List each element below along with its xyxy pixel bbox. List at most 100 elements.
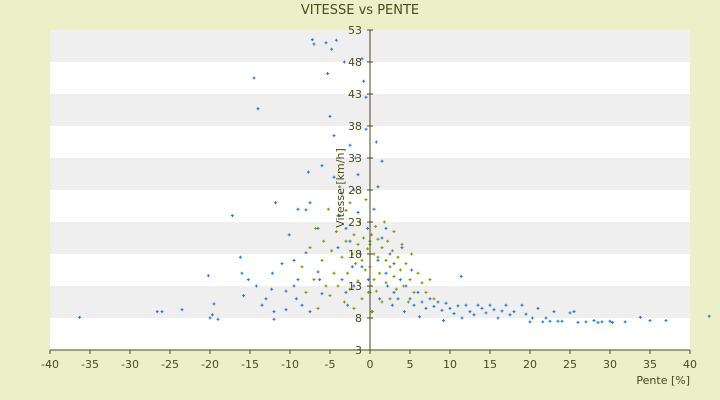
- data-point: [358, 220, 362, 224]
- data-point: [541, 320, 545, 324]
- data-point: [524, 312, 528, 316]
- data-point: [416, 290, 420, 294]
- x-tick-label: -30: [121, 358, 139, 371]
- data-point: [240, 271, 244, 275]
- data-point: [362, 236, 366, 240]
- data-point: [348, 239, 352, 243]
- x-tick-label: -15: [241, 358, 259, 371]
- data-point: [548, 319, 552, 323]
- data-point: [448, 306, 452, 310]
- data-point: [354, 156, 358, 160]
- data-point: [488, 303, 492, 307]
- data-point: [508, 313, 512, 317]
- data-point: [352, 188, 356, 192]
- data-point: [352, 306, 356, 310]
- data-point: [610, 320, 614, 324]
- data-point: [366, 247, 370, 251]
- data-point: [388, 252, 392, 256]
- data-point: [410, 268, 414, 272]
- data-point: [346, 271, 350, 275]
- data-point: [210, 313, 214, 317]
- data-point: [356, 173, 360, 177]
- x-tick-label: -40: [41, 358, 59, 371]
- data-point: [363, 268, 367, 272]
- data-point: [388, 297, 392, 301]
- x-tick-label: -5: [325, 358, 336, 371]
- data-point: [572, 310, 576, 314]
- data-point: [322, 239, 326, 243]
- data-point: [376, 185, 380, 189]
- data-point: [360, 57, 364, 61]
- x-tick-label: 30: [603, 358, 617, 371]
- data-point: [424, 306, 428, 310]
- data-point: [304, 208, 308, 212]
- x-tick-label: 20: [523, 358, 537, 371]
- data-point: [328, 114, 332, 118]
- data-point: [380, 246, 384, 250]
- data-point: [384, 226, 388, 230]
- data-point: [442, 319, 446, 323]
- x-tick-label: 5: [407, 358, 414, 371]
- data-point: [340, 278, 344, 282]
- data-point: [420, 300, 424, 304]
- data-point: [308, 246, 312, 250]
- data-point: [216, 317, 220, 321]
- data-point: [160, 310, 164, 314]
- y-tick-label: 33: [348, 152, 362, 165]
- x-tick-label: -10: [281, 358, 299, 371]
- x-tick-label: 15: [483, 358, 497, 371]
- data-point: [376, 237, 380, 241]
- data-point: [356, 279, 360, 283]
- data-point: [408, 278, 412, 282]
- data-point: [344, 226, 348, 230]
- data-point: [180, 308, 184, 312]
- data-point: [264, 297, 268, 301]
- data-point: [378, 297, 382, 301]
- data-point: [392, 262, 396, 266]
- data-point: [308, 310, 312, 314]
- data-point: [304, 251, 308, 255]
- data-point: [348, 201, 352, 205]
- data-point: [398, 278, 402, 282]
- data-point: [376, 255, 380, 259]
- data-point: [464, 303, 468, 307]
- data-point: [296, 278, 300, 282]
- data-point: [330, 249, 334, 253]
- x-tick-label: 25: [563, 358, 577, 371]
- data-point: [260, 303, 264, 307]
- data-point: [155, 310, 159, 314]
- data-point: [484, 311, 488, 315]
- data-point: [384, 271, 388, 275]
- chart-title: VITESSE vs PENTE: [301, 3, 419, 18]
- data-point: [352, 284, 356, 288]
- data-point: [312, 278, 316, 282]
- data-point: [318, 278, 322, 282]
- data-point: [320, 258, 324, 262]
- data-point: [380, 236, 384, 240]
- data-point: [328, 294, 332, 298]
- data-point: [496, 316, 500, 320]
- data-point: [382, 220, 386, 224]
- data-point: [356, 242, 360, 246]
- y-tick-label: 8: [355, 312, 362, 325]
- data-point: [504, 303, 508, 307]
- data-point: [500, 309, 504, 313]
- data-point: [344, 290, 348, 294]
- data-point: [520, 303, 524, 307]
- data-points: [78, 38, 711, 324]
- data-point: [334, 38, 338, 42]
- data-point: [284, 308, 288, 312]
- data-point: [392, 230, 396, 234]
- data-point: [292, 284, 296, 288]
- data-point: [480, 306, 484, 310]
- data-point: [392, 274, 396, 278]
- data-point: [452, 312, 456, 316]
- data-point: [352, 233, 356, 237]
- data-point: [338, 185, 342, 189]
- y-tick-label: 3: [355, 344, 362, 357]
- data-point: [212, 302, 216, 306]
- data-point: [280, 262, 284, 266]
- data-point: [342, 60, 346, 64]
- data-point: [346, 303, 350, 307]
